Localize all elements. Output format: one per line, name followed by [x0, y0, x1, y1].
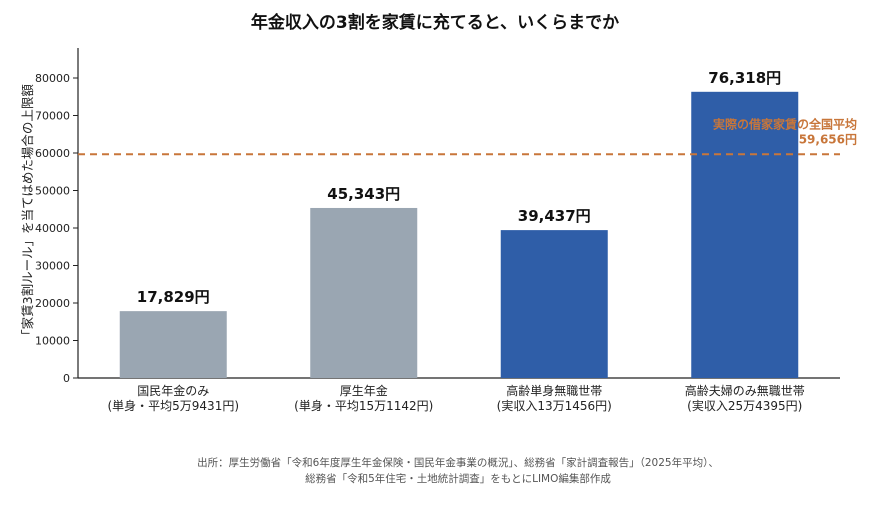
- y-tick-label: 20000: [35, 297, 70, 310]
- bar: [310, 207, 418, 378]
- source-note: 出所：厚生労働省「令和6年度厚生年金保険・国民年金事業の概況」、総務省「家計調査…: [197, 456, 719, 485]
- bar: [691, 91, 799, 379]
- y-axis-ticks: 0 10000 20000 30000 40000 50000 60000 70000 8000…: [35, 72, 78, 385]
- y-axis-label: 「家賃3割ルール」を当てはめた場合の上限額: [20, 84, 35, 342]
- reference-line-label: 実際の借家家賃の全国平均: [713, 116, 857, 131]
- source-line: 出所：厚生労働省「令和6年度厚生年金保険・国民年金事業の概況」、総務省「家計調査…: [197, 456, 719, 469]
- y-tick-label: 70000: [35, 110, 70, 123]
- x-tick-label: (実収入25万4395円): [687, 398, 802, 413]
- bar: [500, 230, 608, 378]
- x-tick-label: (単身・平均5万9431円): [107, 398, 239, 413]
- x-tick-label: (実収入13万1456円): [497, 398, 612, 413]
- x-axis-categories: 国民年金のみ(単身・平均5万9431円) 厚生年金(単身・平均15万1142円) 高…: [107, 383, 804, 413]
- bar-value-label: 45,343円: [327, 185, 400, 203]
- y-tick-label: 60000: [35, 147, 70, 160]
- x-tick-label: 高齢単身無職世帯: [506, 383, 602, 398]
- y-tick-label: 80000: [35, 72, 70, 85]
- bar: [119, 311, 227, 378]
- bars: 17,829円 45,343円 39,437円 76,318円: [119, 69, 799, 379]
- x-tick-label: 国民年金のみ: [137, 383, 209, 398]
- x-tick-label: 高齢夫婦のみ無職世帯: [685, 383, 805, 398]
- bar-value-label: 76,318円: [708, 69, 781, 87]
- y-tick-label: 0: [63, 372, 70, 385]
- bar-value-label: 39,437円: [518, 207, 591, 225]
- chart-title: 年金収入の3割を家賃に充てると、いくらまでか: [251, 12, 619, 33]
- y-tick-label: 40000: [35, 222, 70, 235]
- x-tick-label: (単身・平均15万1142円): [294, 398, 433, 413]
- y-tick-label: 30000: [35, 260, 70, 273]
- source-line: 総務省「令和5年住宅・土地統計調査」をもとにLIMO編集部作成: [305, 472, 611, 485]
- y-tick-label: 50000: [35, 185, 70, 198]
- x-tick-label: 厚生年金: [340, 383, 388, 398]
- reference-line-label: 59,656円: [799, 132, 857, 146]
- y-tick-label: 10000: [35, 335, 70, 348]
- bar-value-label: 17,829円: [137, 288, 210, 306]
